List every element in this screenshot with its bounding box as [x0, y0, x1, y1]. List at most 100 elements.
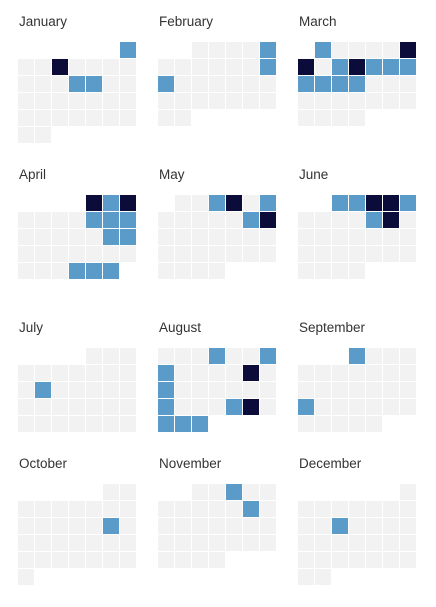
day-cell[interactable] [158, 76, 174, 92]
day-cell[interactable] [18, 110, 34, 126]
day-cell[interactable] [349, 535, 365, 551]
day-cell[interactable] [243, 348, 259, 364]
day-cell[interactable] [69, 552, 85, 568]
day-cell[interactable] [366, 399, 382, 415]
day-cell[interactable] [383, 229, 399, 245]
day-cell[interactable] [35, 365, 51, 381]
day-cell[interactable] [366, 552, 382, 568]
day-cell[interactable] [315, 93, 331, 109]
day-cell[interactable] [192, 365, 208, 381]
day-cell[interactable] [366, 382, 382, 398]
day-cell[interactable] [192, 416, 208, 432]
day-cell[interactable] [383, 535, 399, 551]
day-cell[interactable] [349, 501, 365, 517]
day-cell[interactable] [400, 535, 416, 551]
day-cell[interactable] [158, 501, 174, 517]
day-cell[interactable] [332, 382, 348, 398]
day-cell[interactable] [175, 212, 191, 228]
day-cell[interactable] [315, 59, 331, 75]
day-cell[interactable] [349, 246, 365, 262]
day-cell[interactable] [243, 195, 259, 211]
day-cell[interactable] [158, 348, 174, 364]
day-cell[interactable] [260, 93, 276, 109]
day-cell[interactable] [349, 552, 365, 568]
day-cell[interactable] [52, 110, 68, 126]
day-cell[interactable] [332, 76, 348, 92]
day-cell[interactable] [103, 263, 119, 279]
day-cell[interactable] [192, 263, 208, 279]
day-cell[interactable] [103, 365, 119, 381]
day-cell[interactable] [86, 93, 102, 109]
day-cell[interactable] [383, 93, 399, 109]
day-cell[interactable] [52, 93, 68, 109]
day-cell[interactable] [315, 42, 331, 58]
day-cell[interactable] [260, 382, 276, 398]
day-cell[interactable] [332, 212, 348, 228]
day-cell[interactable] [349, 229, 365, 245]
day-cell[interactable] [158, 110, 174, 126]
day-cell[interactable] [18, 246, 34, 262]
day-cell[interactable] [35, 246, 51, 262]
day-cell[interactable] [332, 416, 348, 432]
day-cell[interactable] [383, 246, 399, 262]
day-cell[interactable] [260, 195, 276, 211]
day-cell[interactable] [243, 501, 259, 517]
day-cell[interactable] [175, 263, 191, 279]
day-cell[interactable] [209, 382, 225, 398]
day-cell[interactable] [332, 552, 348, 568]
day-cell[interactable] [332, 365, 348, 381]
day-cell[interactable] [298, 399, 314, 415]
day-cell[interactable] [158, 263, 174, 279]
day-cell[interactable] [298, 552, 314, 568]
day-cell[interactable] [52, 399, 68, 415]
day-cell[interactable] [209, 59, 225, 75]
day-cell[interactable] [260, 59, 276, 75]
day-cell[interactable] [192, 484, 208, 500]
day-cell[interactable] [349, 416, 365, 432]
day-cell[interactable] [52, 501, 68, 517]
day-cell[interactable] [52, 246, 68, 262]
day-cell[interactable] [86, 110, 102, 126]
day-cell[interactable] [226, 76, 242, 92]
day-cell[interactable] [366, 229, 382, 245]
day-cell[interactable] [35, 110, 51, 126]
day-cell[interactable] [400, 59, 416, 75]
day-cell[interactable] [120, 348, 136, 364]
day-cell[interactable] [298, 110, 314, 126]
day-cell[interactable] [35, 59, 51, 75]
day-cell[interactable] [315, 535, 331, 551]
day-cell[interactable] [86, 552, 102, 568]
day-cell[interactable] [103, 399, 119, 415]
day-cell[interactable] [315, 501, 331, 517]
day-cell[interactable] [298, 501, 314, 517]
day-cell[interactable] [18, 365, 34, 381]
day-cell[interactable] [226, 399, 242, 415]
day-cell[interactable] [349, 348, 365, 364]
day-cell[interactable] [260, 535, 276, 551]
day-cell[interactable] [260, 229, 276, 245]
day-cell[interactable] [400, 76, 416, 92]
day-cell[interactable] [103, 93, 119, 109]
day-cell[interactable] [332, 229, 348, 245]
day-cell[interactable] [315, 212, 331, 228]
day-cell[interactable] [175, 552, 191, 568]
day-cell[interactable] [86, 348, 102, 364]
day-cell[interactable] [332, 399, 348, 415]
day-cell[interactable] [175, 518, 191, 534]
day-cell[interactable] [209, 518, 225, 534]
day-cell[interactable] [315, 518, 331, 534]
day-cell[interactable] [209, 535, 225, 551]
day-cell[interactable] [400, 484, 416, 500]
day-cell[interactable] [158, 229, 174, 245]
day-cell[interactable] [226, 59, 242, 75]
day-cell[interactable] [103, 59, 119, 75]
day-cell[interactable] [86, 59, 102, 75]
day-cell[interactable] [226, 518, 242, 534]
day-cell[interactable] [103, 382, 119, 398]
day-cell[interactable] [260, 246, 276, 262]
day-cell[interactable] [226, 365, 242, 381]
day-cell[interactable] [209, 552, 225, 568]
day-cell[interactable] [192, 195, 208, 211]
day-cell[interactable] [158, 535, 174, 551]
day-cell[interactable] [315, 569, 331, 585]
